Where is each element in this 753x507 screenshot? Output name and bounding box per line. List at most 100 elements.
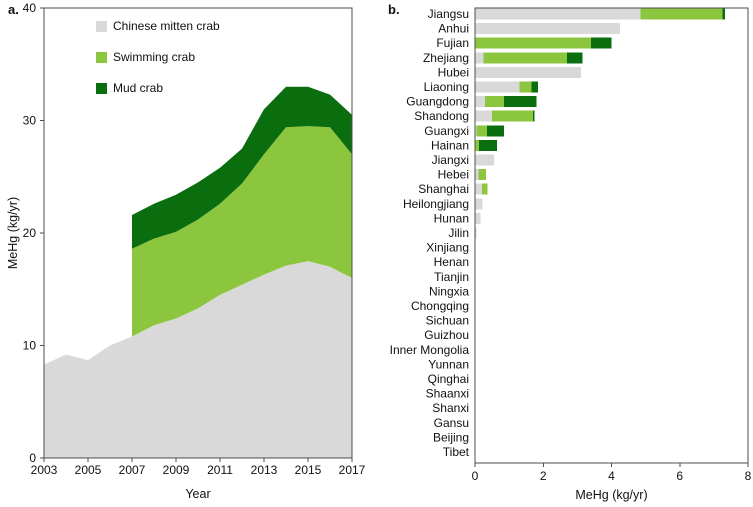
panel-b-x-tick-label: 8 xyxy=(745,469,752,483)
panel-a-x-tick-label: 2009 xyxy=(163,463,190,477)
panel-b-category-label-ningxia: Ningxia xyxy=(429,284,469,298)
panel-a-x-tick-label: 2015 xyxy=(295,463,322,477)
bar-guangxi-mud-crab xyxy=(486,125,505,137)
panel-b-category-label-chongqing: Chongqing xyxy=(411,299,469,313)
legend-label: Mud crab xyxy=(113,81,164,95)
legend-item-swimming-crab: Swimming crab xyxy=(96,50,220,64)
legend-swatch-chinese-mitten-crab xyxy=(96,20,107,32)
panel-a-y-tick-label: 40 xyxy=(23,1,37,15)
bar-hebei-chinese-mitten-crab xyxy=(475,169,479,181)
panel-a-x-axis-title: Year xyxy=(185,487,211,501)
bar-liaoning-mud-crab xyxy=(531,81,539,93)
area-swimming-crab xyxy=(132,126,352,337)
panel-a-x-tick-label: 2013 xyxy=(251,463,278,477)
panel-b-category-label-anhui: Anhui xyxy=(438,22,469,36)
area-chinese-mitten-crab xyxy=(44,261,352,458)
panel-b-category-label-henan: Henan xyxy=(434,255,469,269)
panel-a-y-tick-label: 10 xyxy=(23,339,37,353)
panel-b-category-label-gansu: Gansu xyxy=(434,416,469,430)
bar-heilongjiang-chinese-mitten-crab xyxy=(475,198,483,210)
panel-b-category-label-shanxi: Shanxi xyxy=(432,401,469,415)
panel-b-category-label-jiangxi: Jiangxi xyxy=(432,153,469,167)
panel-a-x-tick-label: 2005 xyxy=(75,463,102,477)
panel-b-category-label-hainan: Hainan xyxy=(431,138,469,152)
panel-b-category-label-hebei: Hebei xyxy=(438,168,469,182)
bar-zhejiang-chinese-mitten-crab xyxy=(475,52,484,64)
panel-b-category-label-heilongjiang: Heilongjiang xyxy=(403,197,469,211)
panel-b-category-label-sichuan: Sichuan xyxy=(426,314,469,328)
panel-a-y-tick-label: 0 xyxy=(29,451,36,465)
area-mud-crab xyxy=(132,86,352,249)
bar-hainan-swimming-crab xyxy=(475,139,480,151)
legend-item-mud-crab: Mud crab xyxy=(96,81,220,95)
bar-liaoning-swimming-crab xyxy=(519,81,532,93)
panel-a-x-tick-label: 2007 xyxy=(119,463,146,477)
panel-b-label: b. xyxy=(388,2,400,17)
panel-b-category-label-liaoning: Liaoning xyxy=(424,80,469,94)
panel-b-category-label-guangxi: Guangxi xyxy=(424,124,469,138)
panel-b-category-label-inner-mongolia: Inner Mongolia xyxy=(390,343,470,357)
bar-jiangxi-chinese-mitten-crab xyxy=(475,154,494,166)
bar-shandong-chinese-mitten-crab xyxy=(475,110,493,122)
bar-guangdong-chinese-mitten-crab xyxy=(475,96,486,108)
bar-shandong-swimming-crab xyxy=(492,110,534,122)
panel-b-category-label-shaanxi: Shaanxi xyxy=(426,387,469,401)
bar-jiangsu-swimming-crab xyxy=(640,8,723,20)
panel-b-category-label-zhejiang: Zhejiang xyxy=(423,51,469,65)
bar-guangdong-swimming-crab xyxy=(485,96,505,108)
panel-b-category-label-tianjin: Tianjin xyxy=(434,270,469,284)
legend-label: Swimming crab xyxy=(113,50,196,64)
panel-b-category-label-shanghai: Shanghai xyxy=(418,182,469,196)
bar-guangxi-chinese-mitten-crab xyxy=(475,125,477,137)
legend: Chinese mitten crab Swimming crab Mud cr… xyxy=(96,19,220,112)
panel-b-category-label-guizhou: Guizhou xyxy=(424,328,469,342)
bar-hebei-swimming-crab xyxy=(478,169,486,181)
panel-b-category-label-hubei: Hubei xyxy=(438,65,469,79)
panel-b-category-label-fujian: Fujian xyxy=(436,36,469,50)
legend-swatch-swimming-crab xyxy=(96,51,107,63)
panel-b-category-label-guangdong: Guangdong xyxy=(406,95,469,109)
panel-b-x-tick-label: 4 xyxy=(608,469,615,483)
bar-fujian-swimming-crab xyxy=(475,37,592,49)
panel-b-x-tick-label: 2 xyxy=(540,469,547,483)
bar-zhejiang-swimming-crab xyxy=(483,52,568,64)
bar-anhui-chinese-mitten-crab xyxy=(475,23,621,35)
bar-shandong-mud-crab xyxy=(533,110,535,122)
panel-b-category-label-xinjiang: Xinjiang xyxy=(426,241,469,255)
bar-guangdong-mud-crab xyxy=(504,96,537,108)
panel-a-x-tick-label: 2017 xyxy=(339,463,366,477)
bar-guangxi-swimming-crab xyxy=(476,125,487,137)
panel-a-x-tick-label: 2011 xyxy=(207,463,233,477)
bar-hunan-chinese-mitten-crab xyxy=(475,212,481,224)
panel-b-category-label-tibet: Tibet xyxy=(443,445,470,459)
panel-a-x-tick-label: 2003 xyxy=(31,463,58,477)
legend-item-chinese-mitten-crab: Chinese mitten crab xyxy=(96,19,220,33)
panel-b-x-axis-title: MeHg (kg/yr) xyxy=(575,488,648,502)
bar-jilin-chinese-mitten-crab xyxy=(475,227,477,239)
panel-b-x-tick-label: 6 xyxy=(676,469,683,483)
panel-b-x-tick-label: 0 xyxy=(472,469,479,483)
bar-liaoning-chinese-mitten-crab xyxy=(475,81,520,93)
bar-hainan-mud-crab xyxy=(479,139,497,151)
panel-b-category-label-shandong: Shandong xyxy=(414,109,469,123)
panel-b-category-label-beijing: Beijing xyxy=(433,430,469,444)
legend-swatch-mud-crab xyxy=(96,82,107,94)
bar-shanghai-swimming-crab xyxy=(481,183,488,195)
bar-shanghai-chinese-mitten-crab xyxy=(475,183,482,195)
panel-a-label: a. xyxy=(8,2,19,17)
bar-fujian-mud-crab xyxy=(591,37,612,49)
bar-hubei-chinese-mitten-crab xyxy=(475,66,581,78)
bar-jiangsu-chinese-mitten-crab xyxy=(475,8,641,20)
panel-a-y-axis-title: MeHg (kg/yr) xyxy=(6,196,20,270)
panel-b-category-label-jilin: Jilin xyxy=(448,226,469,240)
panel-a-y-tick-label: 20 xyxy=(23,226,37,240)
bar-zhejiang-mud-crab xyxy=(567,52,583,64)
bar-jiangsu-mud-crab xyxy=(722,8,726,20)
panel-b-category-label-jiangsu: Jiangsu xyxy=(428,7,469,21)
panel-a-y-tick-label: 30 xyxy=(23,114,37,128)
panel-b-category-label-qinghai: Qinghai xyxy=(428,372,469,386)
panel-b-category-label-yunnan: Yunnan xyxy=(428,357,469,371)
legend-label: Chinese mitten crab xyxy=(113,19,220,33)
